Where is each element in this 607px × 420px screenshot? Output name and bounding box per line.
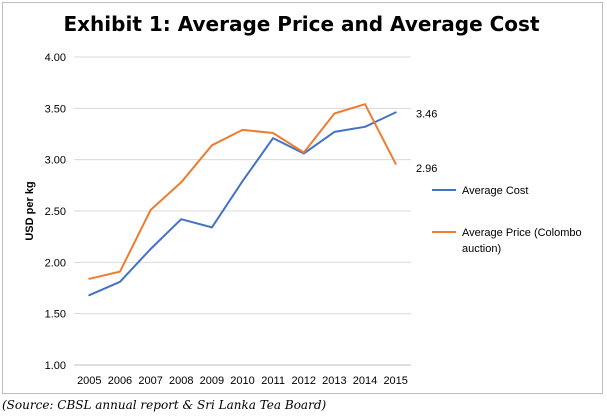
source-note: (Source: CBSL annual report & Sri Lanka … [2,398,327,412]
data-label: 3.46 [416,108,437,120]
y-axis-title: USD per kg [24,181,36,240]
x-tick-label: 2010 [230,375,254,387]
chart-frame [2,2,603,394]
line-chart: 1.00 1.50 2.00 2.50 3.00 3.50 4.00 2005 2006 2007… [24,52,582,387]
data-point [333,112,335,114]
data-point [364,103,366,105]
y-tick-label: 1.00 [45,360,66,372]
data-point [180,181,182,183]
data-point [242,180,244,182]
x-tick-label: 2005 [77,375,101,387]
x-tick-label: 2013 [322,375,346,387]
chart-title: Exhibit 1: Average Price and Average Cos… [63,12,540,36]
data-point [211,144,213,146]
data-point [395,111,397,113]
data-point [119,271,121,273]
legend-label: Average Cost [462,185,528,197]
x-tick-label: 2015 [383,375,407,387]
data-point [333,131,335,133]
y-tick-label: 2.50 [45,206,66,218]
data-point [88,294,90,296]
data-point [119,281,121,283]
y-tick-label: 2.00 [45,257,66,269]
series-line-average-price [88,103,397,280]
series-line-average-cost [88,111,397,297]
x-tick-label: 2014 [353,375,377,387]
data-point [211,226,213,228]
data-label: 2.96 [416,163,437,175]
legend-label: auction) [462,243,501,255]
x-tick-label: 2007 [138,375,162,387]
y-tick-label: 3.00 [45,155,66,167]
data-point [180,218,182,220]
y-tick-label: 3.50 [45,103,66,115]
x-tick-label: 2009 [200,375,224,387]
data-point [364,126,366,128]
legend-label: Average Price (Colombo [462,227,582,239]
y-tick-label: 4.00 [45,52,66,64]
data-point [88,278,90,280]
data-point [242,129,244,131]
data-point [150,248,152,250]
x-tick-label: 2006 [108,375,132,387]
y-tick-label: 1.50 [45,309,66,321]
data-point [272,132,274,134]
data-point [303,151,305,153]
data-point [272,137,274,139]
x-tick-label: 2012 [292,375,316,387]
x-tick-label: 2008 [169,375,193,387]
data-point [395,163,397,165]
x-tick-label: 2011 [261,375,285,387]
data-point [150,209,152,211]
